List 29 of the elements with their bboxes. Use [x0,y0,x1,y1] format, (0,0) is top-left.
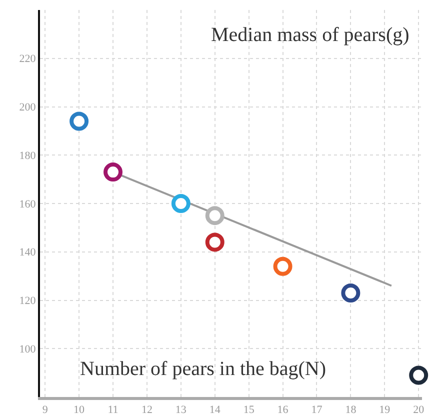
x-tick-label: 9 [42,404,48,416]
y-tick-label: 100 [19,343,36,356]
point [70,112,89,131]
x-tick-label: 18 [345,404,357,416]
x-tick-label: 15 [243,404,255,416]
y-tick-label: 200 [19,102,36,114]
y-tick-label: 180 [19,150,36,162]
x-tick-label: 14 [209,404,221,416]
point [273,256,292,276]
x-tick-label: 10 [74,404,86,416]
y-tick-label: 120 [19,295,36,308]
point [205,206,224,226]
point [205,232,224,252]
point [341,283,360,302]
y-tick-label: 220 [19,53,36,66]
point [171,194,190,213]
y-tick-label: 160 [19,198,36,210]
point [104,162,122,182]
x-tick-label: 19 [379,404,391,416]
x-tick-label: 20 [413,404,425,416]
y-tick-label: 140 [19,246,36,259]
x-tick-label: 17 [311,404,323,416]
x-tick-label: 13 [175,404,187,416]
x-tick-label: 12 [141,404,152,416]
x-tick-label: 11 [108,404,118,416]
x-tick-label: 16 [277,404,289,416]
y-axis-title: Median mass of pears(g) [211,24,410,46]
point [409,366,428,385]
x-axis-title: Number of pears in the bag(N) [80,358,326,380]
